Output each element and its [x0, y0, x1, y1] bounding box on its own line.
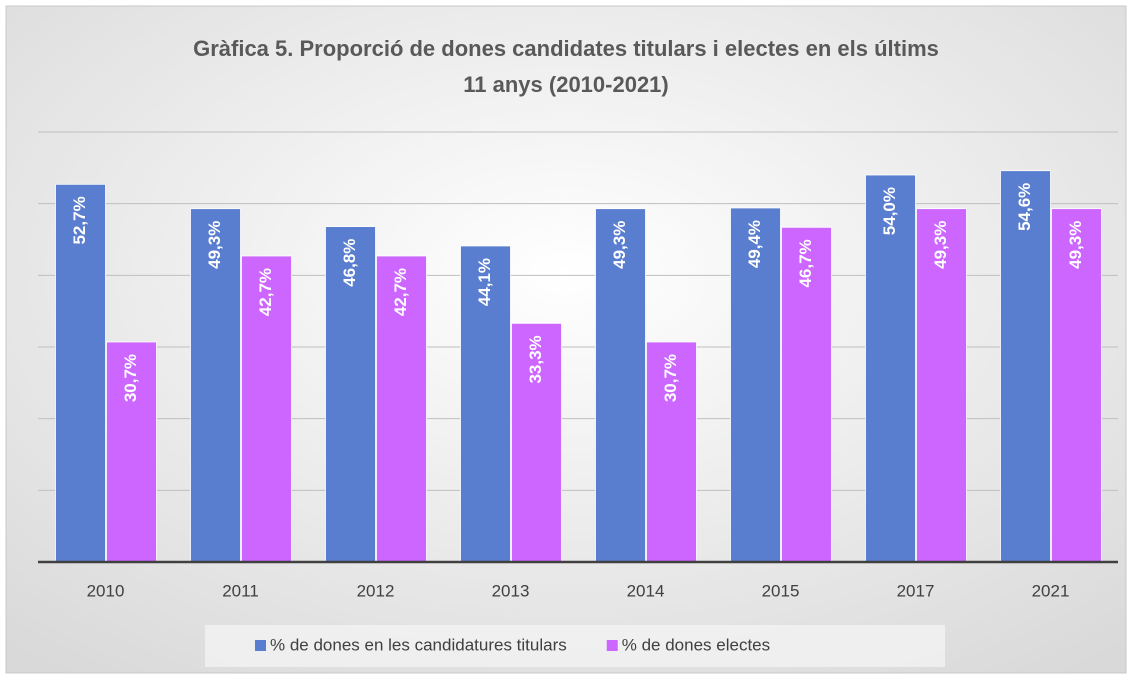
- data-label: 49,3%: [1066, 221, 1085, 269]
- legend-swatch: [255, 640, 266, 651]
- data-label: 46,7%: [796, 239, 815, 287]
- bar: [1000, 170, 1051, 563]
- x-tick-label: 2021: [1032, 581, 1070, 600]
- bar: [730, 207, 781, 563]
- data-label: 52,7%: [70, 196, 89, 244]
- bar: [55, 183, 106, 563]
- data-label: 46,8%: [340, 239, 359, 287]
- bar: [595, 208, 646, 563]
- bar: [460, 245, 511, 563]
- x-tick-label: 2014: [627, 581, 665, 600]
- bar: [190, 208, 241, 563]
- data-label: 42,7%: [391, 268, 410, 316]
- bar: [916, 208, 967, 563]
- data-label: 30,7%: [661, 354, 680, 402]
- bar: [241, 255, 292, 563]
- bar: [325, 226, 376, 563]
- legend-swatch: [606, 640, 618, 651]
- data-label: 42,7%: [256, 268, 275, 316]
- bar: [865, 174, 916, 563]
- data-label: 49,3%: [931, 221, 950, 269]
- chart-title: Gràfica 5. Proporció de dones candidates…: [193, 36, 939, 61]
- legend-label: % de dones en les candidatures titulars: [270, 635, 567, 654]
- x-tick-label: 2013: [492, 581, 530, 600]
- bar: [646, 341, 697, 563]
- x-tick-label: 2011: [222, 581, 259, 600]
- data-label: 49,3%: [205, 221, 224, 269]
- x-tick-label: 2017: [897, 581, 935, 600]
- bar: [511, 322, 562, 563]
- data-label: 44,1%: [475, 258, 494, 306]
- data-label: 54,6%: [1015, 183, 1034, 231]
- x-tick-label: 2012: [357, 581, 395, 600]
- x-tick-label: 2010: [87, 581, 125, 600]
- data-label: 33,3%: [526, 335, 545, 383]
- x-tick-label: 2015: [762, 581, 800, 600]
- data-label: 30,7%: [121, 354, 140, 402]
- data-label: 49,3%: [610, 221, 629, 269]
- data-label: 49,4%: [745, 220, 764, 268]
- bar: [781, 226, 832, 563]
- bar: [376, 255, 427, 563]
- legend-label: % de dones electes: [622, 635, 770, 654]
- data-label: 54,0%: [880, 187, 899, 235]
- chart-title: 11 anys (2010-2021): [463, 72, 669, 97]
- legend-box: [205, 625, 945, 667]
